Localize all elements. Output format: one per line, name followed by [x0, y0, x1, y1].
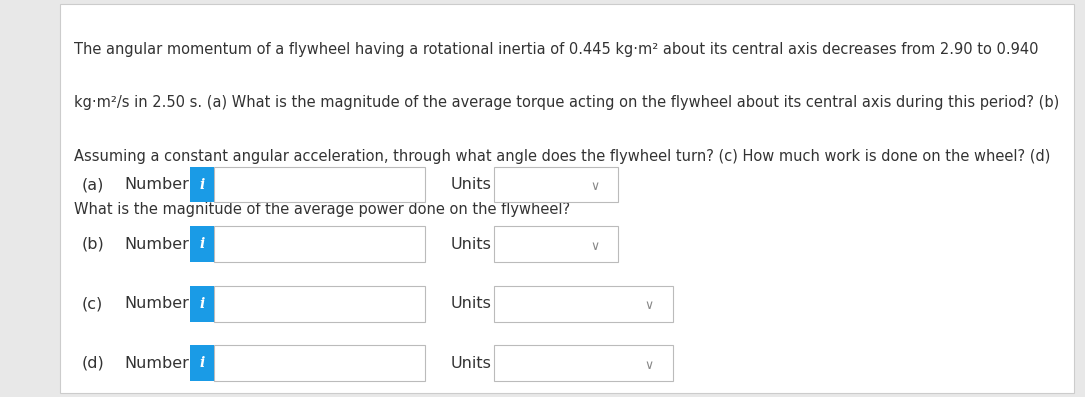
Text: The angular momentum of a flywheel having a rotational inertia of 0.445 kg·m² ab: The angular momentum of a flywheel havin…: [74, 42, 1038, 57]
FancyBboxPatch shape: [214, 226, 425, 262]
FancyBboxPatch shape: [190, 226, 214, 262]
Text: ∨: ∨: [644, 299, 653, 312]
FancyBboxPatch shape: [214, 286, 425, 322]
Text: Number: Number: [125, 177, 190, 192]
Text: Number: Number: [125, 237, 190, 252]
Text: ∨: ∨: [590, 180, 599, 193]
Text: i: i: [200, 237, 204, 251]
Text: Number: Number: [125, 356, 190, 371]
Text: ∨: ∨: [590, 240, 599, 252]
FancyBboxPatch shape: [190, 286, 214, 322]
Text: (b): (b): [81, 237, 104, 252]
Text: (c): (c): [81, 296, 103, 311]
Text: Units: Units: [450, 356, 492, 371]
Text: Number: Number: [125, 296, 190, 311]
Text: (a): (a): [81, 177, 104, 192]
FancyBboxPatch shape: [60, 4, 1074, 393]
Text: Units: Units: [450, 177, 492, 192]
FancyBboxPatch shape: [494, 286, 673, 322]
FancyBboxPatch shape: [494, 345, 673, 381]
Text: i: i: [200, 297, 204, 311]
Text: i: i: [200, 356, 204, 370]
Text: Units: Units: [450, 296, 492, 311]
Text: kg·m²/s in 2.50 s. (a) What is the magnitude of the average torque acting on the: kg·m²/s in 2.50 s. (a) What is the magni…: [74, 95, 1059, 110]
Text: Assuming a constant angular acceleration, through what angle does the flywheel t: Assuming a constant angular acceleration…: [74, 149, 1050, 164]
FancyBboxPatch shape: [214, 167, 425, 202]
Text: (d): (d): [81, 356, 104, 371]
Text: ∨: ∨: [644, 359, 653, 372]
FancyBboxPatch shape: [214, 345, 425, 381]
FancyBboxPatch shape: [190, 167, 214, 202]
FancyBboxPatch shape: [494, 167, 618, 202]
Text: i: i: [200, 177, 204, 192]
Text: What is the magnitude of the average power done on the flywheel?: What is the magnitude of the average pow…: [74, 202, 570, 218]
Text: Units: Units: [450, 237, 492, 252]
FancyBboxPatch shape: [190, 345, 214, 381]
FancyBboxPatch shape: [494, 226, 618, 262]
